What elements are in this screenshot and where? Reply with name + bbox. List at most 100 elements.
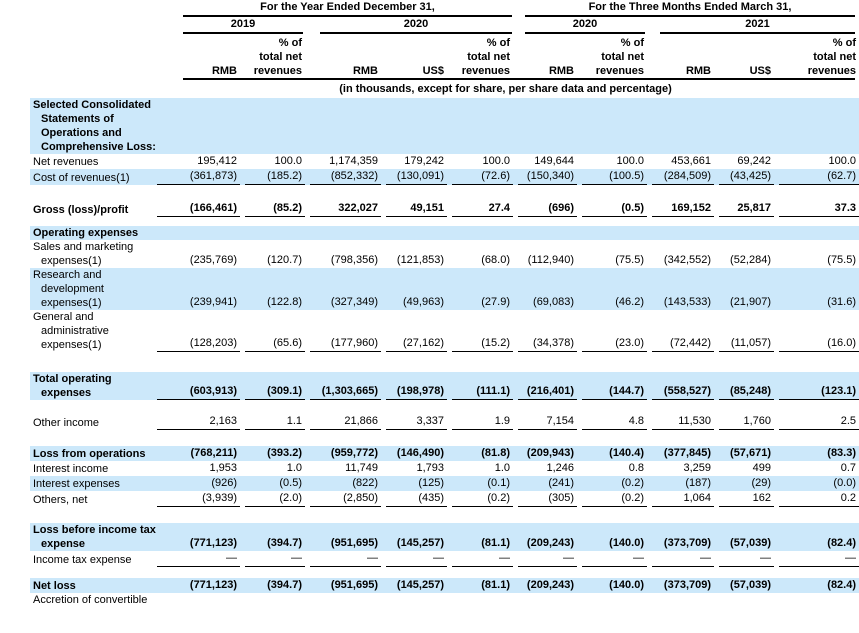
cell-value <box>513 593 577 607</box>
cell-value: (81.1) <box>447 578 514 593</box>
cell-value: (3,939) <box>152 491 240 507</box>
row-label: Cost of revenues(1) <box>30 169 152 185</box>
cell-value: (603,913) <box>152 372 240 400</box>
table-row: Gross (loss)/profit (166,461) (85.2) 322,02… <box>30 201 859 217</box>
cell-value: (235,769) <box>189 254 237 266</box>
cell-value: 7,154 <box>513 414 578 430</box>
row-label: Total operating expenses <box>30 372 152 400</box>
pct-q2021-column-header: % of total net revenues <box>807 37 857 77</box>
cell-value: (43,425) <box>714 169 775 185</box>
cell-value: 37.3 <box>774 201 859 217</box>
cell-value: (798,356) <box>330 254 378 266</box>
cell-value: (150,340) <box>513 169 578 185</box>
cell-value: (31.6) <box>774 268 859 310</box>
cell-value: (21,907) <box>714 268 775 310</box>
cell-value: 1.0 <box>286 462 302 474</box>
cell-value: 169,152 <box>647 201 715 217</box>
cell-value <box>577 593 647 607</box>
cell-value: (27.9) <box>447 268 514 310</box>
cell-value: (68.0) <box>481 254 511 266</box>
three-months-group-header: For the Three Months Ended March 31, <box>513 0 859 17</box>
cell-value: — <box>447 551 514 567</box>
usd-2020-column-header: US$ <box>422 65 444 77</box>
year-2019-header: 2019 <box>152 17 305 34</box>
cell-value: 27.4 <box>447 201 514 217</box>
cell-value: 100.0 <box>482 155 511 167</box>
cell-value: (72,442) <box>647 310 715 352</box>
spacer-row <box>30 400 859 414</box>
row-label: Gross (loss)/profit <box>33 204 129 216</box>
cell-value: — <box>577 551 648 567</box>
cell-value: 0.7 <box>840 462 857 474</box>
cell-value: — <box>381 551 447 567</box>
cell-value: (327,349) <box>305 268 381 310</box>
cell-value: (768,211) <box>152 446 240 461</box>
label-column-spacer <box>30 34 152 78</box>
cell-value: (120.7) <box>267 254 302 266</box>
cell-value: (140.0) <box>577 523 648 551</box>
cell-value: (27,162) <box>381 310 447 352</box>
spacer-row <box>30 352 859 372</box>
table-row: Loss before income tax expense (771,123) (3… <box>30 523 859 551</box>
period-group-row: For the Year Ended December 31, For the … <box>30 0 859 17</box>
cell-value: (34,378) <box>513 310 578 352</box>
cell-value: (185.2) <box>240 169 305 185</box>
year-ended-group-header: For the Year Ended December 31, <box>152 0 513 17</box>
cell-value: — <box>305 551 381 567</box>
section-empty-cells <box>152 98 859 154</box>
units-note: (in thousands, except for share, per sha… <box>339 83 672 95</box>
cell-value: (75.5) <box>615 254 645 266</box>
header-rule-cell <box>152 78 859 82</box>
spacer-row <box>30 507 859 523</box>
cell-value: (852,332) <box>305 169 381 185</box>
cell-value: (0.0) <box>774 476 859 491</box>
cell-value: 100.0 <box>828 155 857 167</box>
label-column-spacer <box>30 82 152 98</box>
cell-value: — <box>513 551 578 567</box>
cell-value: — <box>647 551 715 567</box>
cell-value: (377,845) <box>647 446 715 461</box>
table-row: Total operating expenses (603,913) (309.1)(… <box>30 372 859 400</box>
spacer-cell <box>30 507 859 523</box>
cell-value: (187) <box>647 476 715 491</box>
row-label: Net loss <box>30 578 152 593</box>
cell-value: — <box>714 551 775 567</box>
cell-value: (81.1) <box>447 523 514 551</box>
cell-value: (771,123) <box>152 578 240 593</box>
cell-value: 1,793 <box>416 462 444 474</box>
cell-value: (926) <box>152 476 240 491</box>
cell-value: 1,064 <box>647 491 715 507</box>
cell-value: 21,866 <box>305 414 381 430</box>
spacer-cell <box>30 430 859 446</box>
table-row: Selected Consolidated Statements of Operat… <box>30 98 859 154</box>
cell-value: 162 <box>714 491 775 507</box>
cell-value: 3,337 <box>381 414 447 430</box>
table-row: Interest income 1,953 1.0 11,749 1,793 1.0 1,2… <box>30 461 859 476</box>
cell-value: (951,695) <box>305 578 381 593</box>
cell-value: 1,953 <box>209 462 237 474</box>
units-note-row: (in thousands, except for share, per sha… <box>30 82 859 98</box>
row-label: Accretion of convertible <box>33 594 148 606</box>
row-label: Sales and marketing expenses(1) <box>33 241 134 267</box>
cell-value: 3,259 <box>683 462 712 474</box>
header-rule <box>183 78 856 82</box>
cell-value: 11,530 <box>647 414 715 430</box>
row-label: Selected Consolidated Statements of Operat… <box>30 98 156 154</box>
cell-value: (393.2) <box>240 446 305 461</box>
cell-value: (85,248) <box>714 372 775 400</box>
cell-value <box>447 593 513 607</box>
cell-value: (72.6) <box>447 169 514 185</box>
table-row: Research and development expenses(1) (239,9… <box>30 268 859 310</box>
cell-value: (2.0) <box>240 491 305 507</box>
cell-value: (166,461) <box>152 201 240 217</box>
cell-value: (145,257) <box>381 578 447 593</box>
header-rule-row <box>30 78 859 82</box>
cell-value: (82.4) <box>774 523 859 551</box>
cell-value: (75.5) <box>827 254 857 266</box>
cell-value: (394.7) <box>240 578 305 593</box>
cell-value: (241) <box>513 476 578 491</box>
cell-value: 2.5 <box>774 414 859 430</box>
pct-2019-column-header: % of total net revenues <box>253 37 302 77</box>
cell-value: (83.3) <box>774 446 859 461</box>
cell-value: (140.4) <box>577 446 648 461</box>
